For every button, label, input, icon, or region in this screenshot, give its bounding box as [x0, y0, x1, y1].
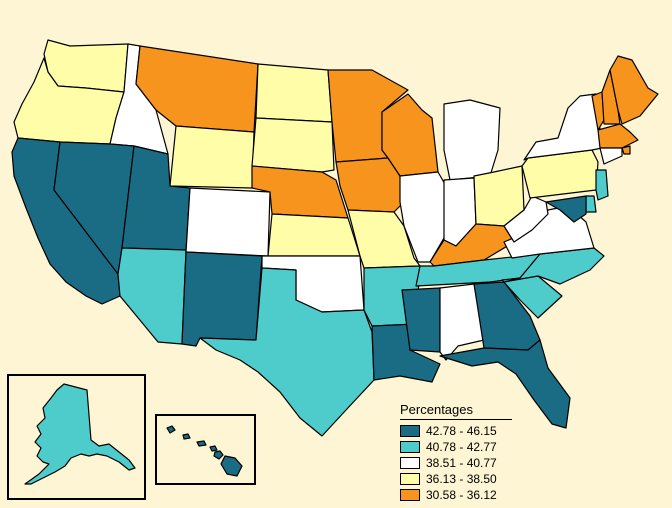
state-hi — [166, 425, 243, 477]
legend-label: 42.78 - 46.15 — [426, 423, 497, 438]
legend-swatch — [400, 472, 420, 485]
legend-item: 30.58 - 36.12 — [400, 487, 520, 502]
legend-swatch — [400, 456, 420, 469]
state-ks — [267, 213, 361, 257]
legend-item: 42.78 - 46.15 — [400, 423, 520, 438]
state-nd — [255, 63, 333, 123]
legend-item: 38.51 - 40.77 — [400, 455, 520, 470]
alaska-inset-frame — [7, 374, 146, 500]
state-md — [545, 195, 587, 223]
state-nm — [181, 251, 263, 347]
state-me — [609, 55, 659, 125]
legend-label: 30.58 - 36.12 — [426, 487, 497, 502]
state-ny — [523, 93, 603, 161]
legend-label: 38.51 - 40.77 — [426, 455, 497, 470]
state-ri — [621, 145, 631, 155]
legend-swatch — [400, 440, 420, 453]
legend-swatch — [400, 424, 420, 437]
state-wy — [169, 125, 255, 189]
state-wv — [503, 195, 549, 243]
state-az — [117, 247, 187, 345]
legend-label: 36.13 - 38.50 — [426, 471, 497, 486]
state-nj — [595, 169, 609, 201]
state-nh — [601, 69, 621, 125]
hawaii-inset-map — [166, 425, 243, 477]
state-ak — [24, 383, 136, 485]
state-de — [585, 195, 597, 213]
state-tx — [199, 267, 375, 437]
state-ct — [599, 147, 623, 165]
legend-divider — [400, 419, 512, 420]
legend: Percentages 42.78 - 46.15 40.78 - 42.77 … — [400, 402, 520, 503]
state-fl — [439, 339, 571, 429]
hawaii-inset-frame — [155, 414, 256, 485]
states-group — [11, 39, 659, 437]
legend-label: 40.78 - 42.77 — [426, 439, 497, 454]
alaska-inset-map — [24, 383, 136, 485]
legend-item: 36.13 - 38.50 — [400, 471, 520, 486]
legend-item: 40.78 - 42.77 — [400, 439, 520, 454]
state-sd — [251, 117, 335, 173]
legend-swatch — [400, 488, 420, 501]
state-mi — [443, 99, 501, 181]
legend-title: Percentages — [400, 402, 473, 417]
state-ma — [597, 123, 639, 149]
state-co — [185, 187, 271, 257]
state-mo — [347, 209, 421, 269]
